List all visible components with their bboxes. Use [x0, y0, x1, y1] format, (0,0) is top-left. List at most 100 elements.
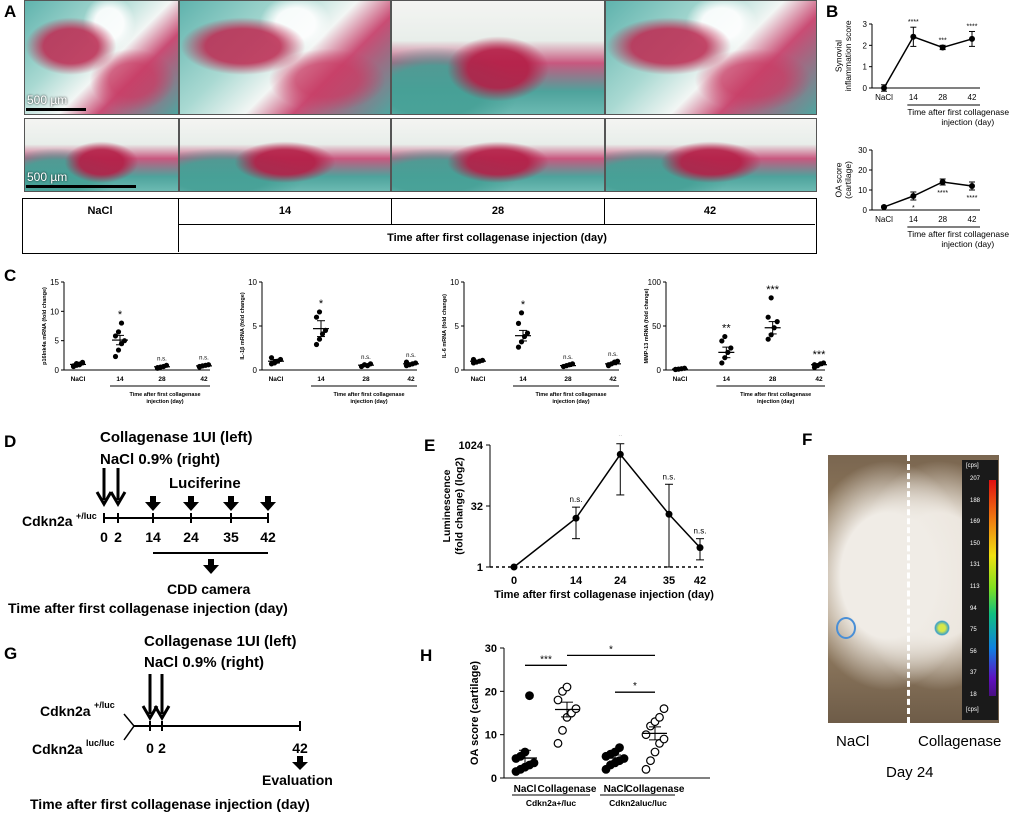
x-tick-label: NaCl: [673, 376, 688, 383]
data-point: [765, 314, 771, 320]
x-axis-label: Time after first collagenase injection (…: [494, 589, 714, 601]
colorbar-tick-label: 113: [970, 584, 980, 590]
x-tick-label: 28: [938, 93, 947, 102]
g-xlabel: Time after first collagenase injection (…: [30, 796, 310, 812]
data-point: [881, 85, 887, 91]
y-tick-label: 0: [657, 366, 662, 375]
data-point: [112, 333, 119, 339]
y-tick-label: 20: [858, 166, 867, 175]
chart-il6-mrna: 0 5 10 NaCl 14 28 42 IL-6 mRNA (fold change) Tim…: [442, 278, 621, 405]
significance-label: *: [912, 205, 915, 212]
x-axis-label: Time after first collagenase injection (d…: [333, 392, 404, 405]
data-point: [655, 712, 664, 722]
histology-image-nacl-bottom: [24, 118, 179, 192]
y-tick-label: 10: [248, 278, 257, 287]
scale-bar-label-top: 500 µm: [27, 93, 68, 107]
colorbar-tick-label: 131: [970, 562, 981, 569]
data-point: [510, 563, 518, 571]
histology-image-nacl-top: [24, 0, 179, 115]
y-tick-label: 5: [253, 322, 258, 331]
x-axis-label: Time after first collagenase injection (d…: [129, 392, 200, 405]
d-genotype: Cdkn2a: [22, 513, 73, 529]
g-evaluation: Evaluation: [262, 772, 333, 788]
chart-oa-score-time: 0 10 20 30 NaCl 14 28 42 OA score(cartilage) Time…: [833, 146, 1009, 249]
x-tick-label: 14: [570, 575, 583, 587]
significance-label: **: [722, 323, 731, 335]
scale-bar-bottom: [26, 185, 136, 188]
data-point: [615, 743, 624, 753]
data-point: [641, 730, 651, 740]
x-tick-label: 42: [407, 376, 415, 383]
significance-label: n.s.: [157, 356, 167, 362]
data-point: [665, 510, 673, 518]
y-tick-label: 10: [485, 730, 497, 742]
significance-label: ***: [766, 284, 780, 296]
y-tick-label: 30: [485, 643, 497, 655]
x-tick-label: 14: [116, 376, 124, 383]
d-injection-line2: NaCl 0.9% (right): [100, 451, 220, 468]
f-label-day: Day 24: [886, 764, 934, 781]
data-point: [515, 344, 522, 350]
d-injection-line1: Collagenase 1UI (left): [100, 429, 253, 446]
y-axis-label: p16Ink4a mRNA (fold change): [42, 287, 48, 365]
data-point: [572, 514, 580, 522]
d-xlabel: Time after first collagenase injection (…: [8, 600, 288, 616]
significance-label: *: [118, 309, 123, 321]
x-tick-label: 14: [909, 215, 918, 224]
d-genotype-sup: +/luc: [76, 511, 97, 521]
x-axis-label: Time after first collagenase injection (d…: [740, 392, 811, 405]
y-axis-label: IL-1β mRNA (fold change): [240, 292, 246, 359]
significance-label: ***: [813, 349, 827, 361]
data-point: [641, 764, 651, 774]
data-point: [719, 360, 725, 366]
colorbar-tick-label: 75: [970, 627, 977, 634]
y-tick-label: 0: [253, 366, 258, 375]
x-tick-label: 28: [158, 376, 166, 383]
x-tick-label: 14: [317, 376, 325, 383]
significance-label: *: [521, 299, 526, 311]
x-tick-label: NaCl: [471, 376, 486, 383]
x-tick-label: 42: [815, 376, 823, 383]
y-tick-label: 1: [477, 562, 483, 574]
colorbar-tick-label: 18: [970, 692, 977, 698]
x-tick-label: NaCl: [71, 376, 86, 383]
significance-label: n.s.: [563, 355, 573, 361]
g-tick-0: 0: [146, 740, 154, 756]
panel-label-b: B: [826, 2, 839, 21]
d-tick-14: 14: [145, 529, 161, 545]
histology-image-14-top: [179, 0, 391, 115]
x-axis-label: Time after first collagenase injection (d…: [535, 392, 606, 405]
data-point: [553, 695, 563, 705]
data-point: [969, 35, 975, 42]
data-point: [313, 314, 320, 320]
data-point: [553, 738, 563, 748]
significance-label: *: [319, 298, 324, 310]
significance-label: ***: [939, 37, 947, 44]
g-injection-line2: NaCl 0.9% (right): [144, 654, 264, 671]
data-point: [646, 756, 655, 766]
data-point: [719, 338, 725, 344]
x-axis-label: Time after first collagenase injection (d…: [907, 229, 1009, 249]
colorbar-unit-bottom: [cps]: [966, 707, 979, 713]
x-tick-label: 42: [200, 376, 208, 383]
data-point: [518, 310, 525, 316]
histology-image-28-bottom: [391, 118, 605, 192]
d-camera-arrow: [203, 565, 219, 574]
g-genotype1-sup: +/luc: [94, 700, 115, 710]
data-point: [910, 33, 917, 40]
significance-label: n.s.: [361, 355, 371, 361]
histology-image-42-top: [605, 0, 817, 115]
table-cell-nacl: NaCl: [87, 205, 113, 217]
significance-label: n.s.: [608, 352, 618, 358]
group-label: Cdkn2aluc/luc: [609, 798, 667, 808]
y-tick-label: 32: [471, 501, 483, 513]
x-tick-label: NaCl: [875, 93, 893, 102]
data-point: [525, 691, 534, 701]
data-point: [659, 704, 669, 714]
x-tick-label: 0: [511, 575, 517, 587]
x-tick-label: Collagenase: [626, 784, 685, 795]
data-point: [722, 333, 728, 340]
panel-label-h: H: [420, 646, 433, 665]
y-tick-label: 20: [485, 686, 497, 698]
